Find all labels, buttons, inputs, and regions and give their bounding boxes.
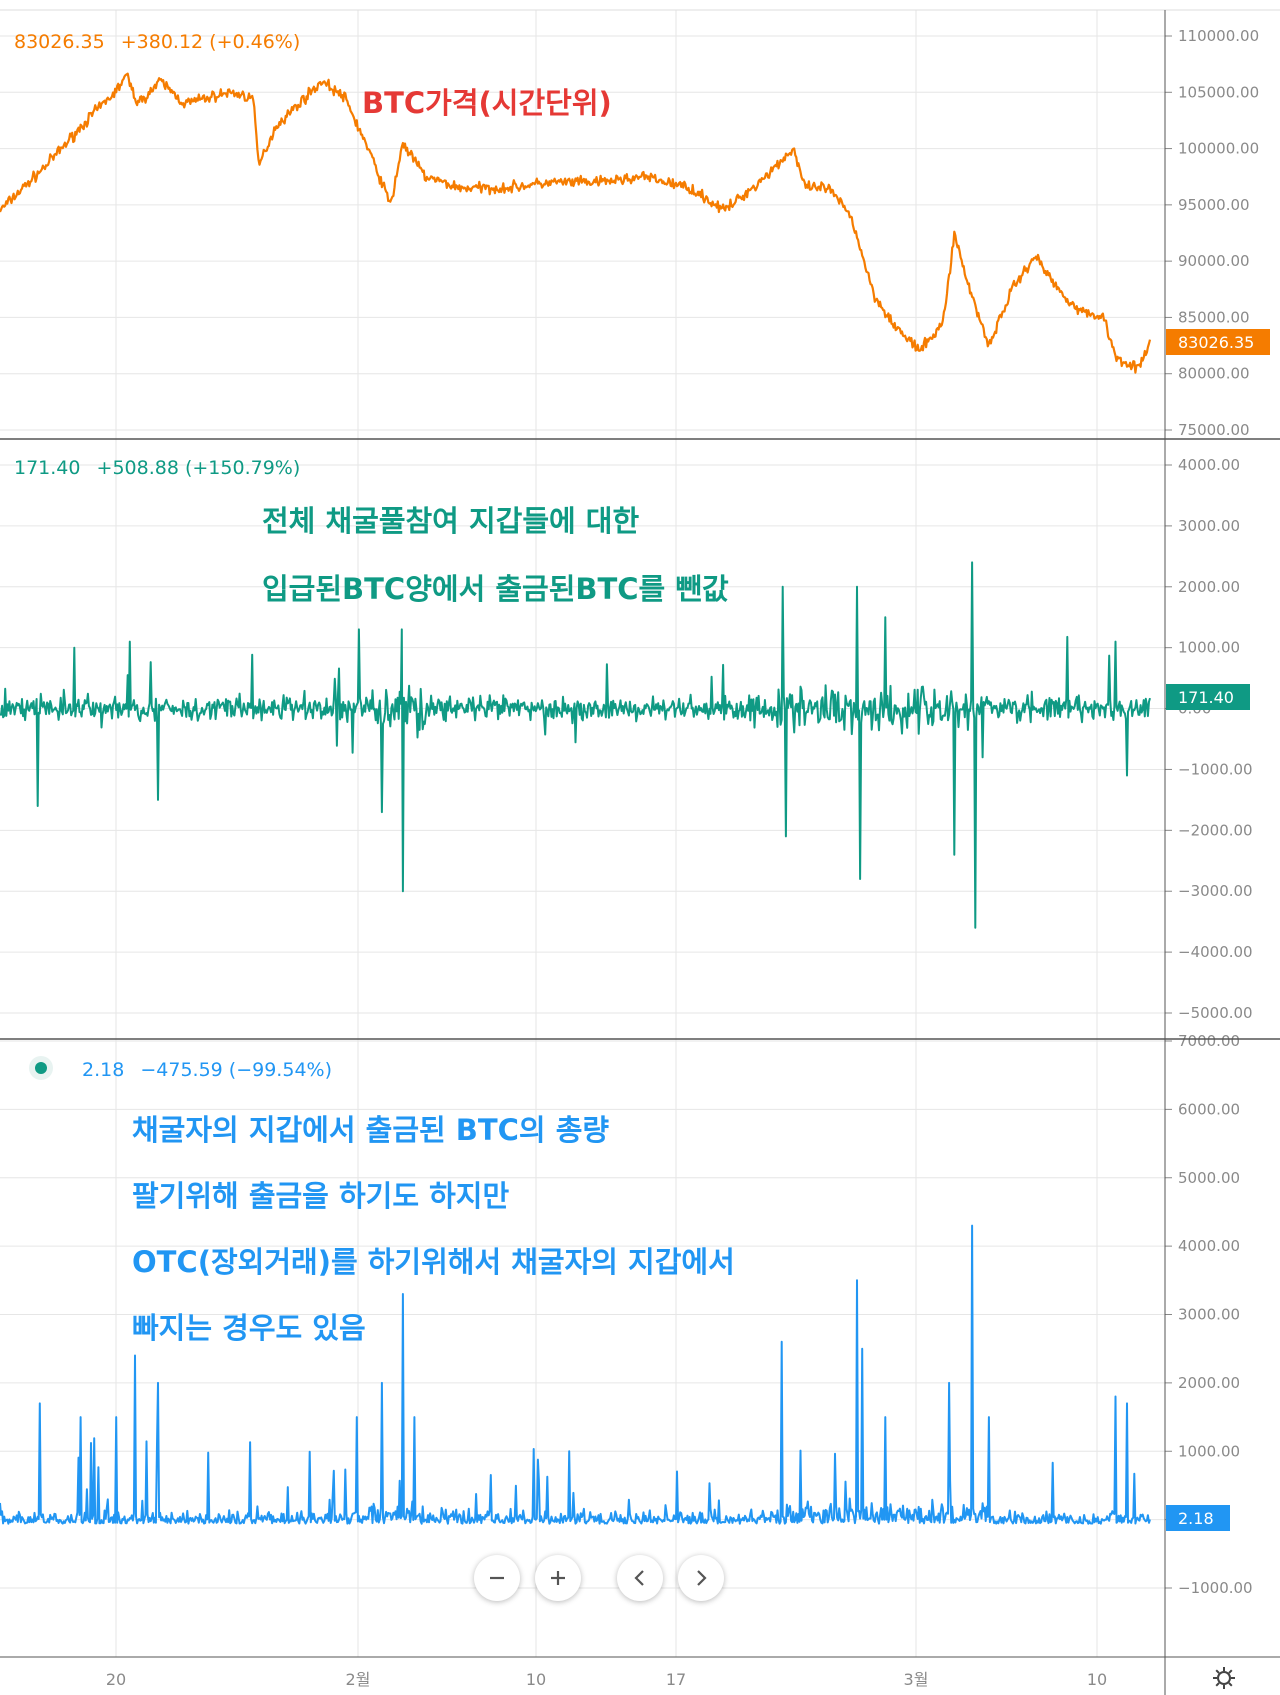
netflow-annotation-line-1: 전체 채굴풀참여 지갑들에 대한 bbox=[262, 504, 639, 538]
y-tick-label: −1000.00 bbox=[1178, 760, 1253, 778]
time-tick-label: 10 bbox=[1087, 1670, 1107, 1689]
time-tick-label: 3월 bbox=[904, 1670, 929, 1689]
zoom-in-button[interactable] bbox=[535, 1555, 581, 1601]
y-tick-label: 2000.00 bbox=[1178, 1374, 1240, 1392]
y-tick-label: −1000.00 bbox=[1178, 1579, 1253, 1597]
y-tick-label: 5000.00 bbox=[1178, 1169, 1240, 1187]
outflow-last-tag-bg bbox=[1166, 1505, 1230, 1531]
chevron-left-icon bbox=[634, 1570, 644, 1586]
scroll-left-button[interactable] bbox=[617, 1555, 663, 1601]
netflow-last-tag: 171.40 bbox=[1166, 684, 1250, 710]
netflow-legend: 171.40 +508.88 (+150.79%) bbox=[14, 457, 300, 479]
plus-icon bbox=[551, 1571, 565, 1585]
grid-layer bbox=[0, 10, 1165, 1657]
scroll-right-button[interactable] bbox=[678, 1555, 724, 1601]
price-series-line bbox=[0, 72, 1152, 374]
outflow-legend-change: −475.59 (−99.54%) bbox=[140, 1059, 332, 1081]
netflow-legend-value: 171.40 bbox=[14, 457, 80, 479]
y-tick-label: 90000.00 bbox=[1178, 252, 1250, 270]
axis-layer: 20 2월 10 17 3월 10 110000.00 105000.00 100000.00 9… bbox=[106, 27, 1259, 1689]
settings-button[interactable] bbox=[1209, 1663, 1239, 1693]
outflow-last-tag-text: 2.18 bbox=[1178, 1509, 1214, 1528]
netflow-last-tag-bg bbox=[1166, 684, 1250, 710]
outflow-legend: 2.18 −475.59 (−99.54%) bbox=[82, 1059, 332, 1081]
y-tick-label: 3000.00 bbox=[1178, 1306, 1240, 1324]
price-annotation: BTC가격(시간단위) bbox=[362, 86, 612, 120]
price-legend-change: +380.12 (+0.46%) bbox=[121, 31, 301, 53]
netflow-annotation-line-2: 입급된BTC양에서 출금된BTC를 뺀값 bbox=[262, 572, 729, 606]
series-layer bbox=[0, 72, 1152, 1525]
outflow-series-line bbox=[0, 1224, 1151, 1525]
y-tick-label: 4000.00 bbox=[1178, 1237, 1240, 1255]
zoom-out-button[interactable] bbox=[474, 1555, 520, 1601]
y-tick-label: −2000.00 bbox=[1178, 821, 1253, 839]
y-tick-label: 3000.00 bbox=[1178, 517, 1240, 535]
outflow-annotation-line-3: OTC(장외거래)를 하기위해서 채굴자의 지갑에서 bbox=[132, 1245, 735, 1279]
y-tick-label: 95000.00 bbox=[1178, 196, 1250, 214]
y-tick-label: 75000.00 bbox=[1178, 421, 1250, 439]
netflow-series-line bbox=[0, 561, 1151, 929]
price-last-tag: 83026.35 bbox=[1166, 329, 1270, 355]
outflow-annotation-line-2: 팔기위해 출금을 하기도 하지만 bbox=[132, 1179, 509, 1213]
outflow-legend-value: 2.18 bbox=[82, 1059, 124, 1081]
y-tick-label: 1000.00 bbox=[1178, 1442, 1240, 1460]
chevron-right-icon bbox=[697, 1570, 707, 1586]
netflow-last-tag-text: 171.40 bbox=[1178, 688, 1234, 707]
outflow-annotation-line-4: 빠지는 경우도 있음 bbox=[132, 1311, 366, 1345]
y-tick-label: 4000.00 bbox=[1178, 456, 1240, 474]
y-tick-label: 7000.00 bbox=[1178, 1032, 1240, 1050]
y-tick-label: 110000.00 bbox=[1178, 27, 1259, 45]
y-tick-label: 80000.00 bbox=[1178, 365, 1250, 383]
outflow-last-tag: 2.18 bbox=[1166, 1505, 1230, 1531]
price-legend: 83026.35 +380.12 (+0.46%) bbox=[14, 31, 300, 53]
y-tick-label: 100000.00 bbox=[1178, 140, 1259, 158]
price-last-tag-text: 83026.35 bbox=[1178, 333, 1254, 352]
price-last-tag-bg bbox=[1166, 329, 1270, 355]
y-tick-label: 2000.00 bbox=[1178, 578, 1240, 596]
outflow-annotation-line-1: 채굴자의 지갑에서 출금된 BTC의 총량 bbox=[132, 1113, 609, 1147]
y-tick-label: −4000.00 bbox=[1178, 943, 1253, 961]
gear-icon bbox=[1213, 1667, 1235, 1689]
time-tick-label: 2월 bbox=[346, 1670, 371, 1689]
y-tick-label: 105000.00 bbox=[1178, 83, 1259, 101]
time-tick-label: 10 bbox=[526, 1670, 546, 1689]
netflow-legend-change: +508.88 (+150.79%) bbox=[97, 457, 301, 479]
time-tick-label: 20 bbox=[106, 1670, 126, 1689]
price-legend-value: 83026.35 bbox=[14, 31, 105, 53]
y-tick-label: −3000.00 bbox=[1178, 882, 1253, 900]
y-tick-label: 85000.00 bbox=[1178, 308, 1250, 326]
y-tick-label: 6000.00 bbox=[1178, 1100, 1240, 1118]
y-tick-label: −5000.00 bbox=[1178, 1004, 1253, 1022]
outflow-legend-dot-inner bbox=[35, 1062, 47, 1074]
time-tick-label: 17 bbox=[666, 1670, 686, 1689]
y-tick-label: 1000.00 bbox=[1178, 639, 1240, 657]
minus-icon bbox=[490, 1576, 504, 1580]
